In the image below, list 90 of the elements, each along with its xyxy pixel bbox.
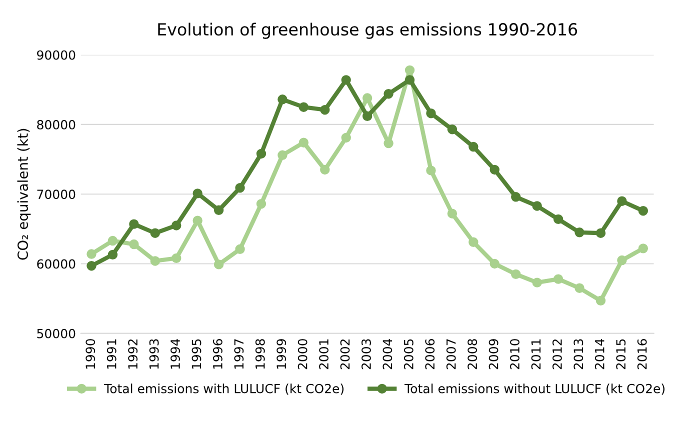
y-tick-label: 70000 (37, 190, 76, 200)
y-tick-label: 90000 (37, 50, 76, 60)
x-tick-label: 1998 (255, 339, 265, 369)
point (638, 244, 648, 254)
point (298, 102, 309, 112)
x-tick-label: 1996 (212, 339, 222, 369)
x-tick-label: 1991 (106, 339, 116, 369)
point (278, 150, 288, 160)
x-tick-label: 1994 (170, 338, 180, 369)
point (574, 283, 584, 293)
point (192, 216, 202, 226)
point (490, 164, 500, 175)
point (511, 269, 521, 280)
point (426, 108, 436, 118)
point (468, 237, 478, 248)
y-tick-label: 50000 (37, 328, 76, 338)
point (256, 199, 266, 209)
x-tick-label: 1990 (86, 339, 96, 369)
point (362, 93, 372, 103)
x-tick-label: 2002 (340, 339, 350, 370)
point (320, 105, 330, 115)
x-tick-label: 2008 (468, 339, 478, 370)
point (86, 249, 96, 259)
point (320, 164, 330, 175)
point (362, 111, 372, 121)
x-tick-label: 1997 (234, 339, 244, 369)
point (86, 260, 96, 271)
x-tick-label: 2011 (531, 339, 541, 370)
point (384, 88, 394, 99)
point (490, 258, 500, 269)
x-tick-label: 2013 (574, 339, 584, 370)
point (553, 214, 564, 224)
x-tick-label: 2010 (510, 339, 520, 370)
x-tick-label: 2007 (446, 339, 456, 370)
point (574, 228, 584, 238)
point (192, 188, 202, 198)
point (108, 250, 118, 260)
point (341, 132, 351, 143)
point (235, 244, 245, 254)
point (596, 228, 606, 238)
point (553, 274, 564, 284)
legend-label: Total emissions without LULUCF (kt CO2e) (404, 384, 664, 395)
point (532, 278, 542, 288)
point (426, 166, 436, 176)
point (511, 192, 521, 202)
point (447, 208, 458, 218)
point (150, 256, 160, 266)
chart-title: Evolution of greenhouse gas emissions 1990-2016 (158, 22, 578, 39)
x-tick-label: 2001 (319, 339, 329, 370)
point (404, 65, 415, 76)
point (214, 205, 224, 215)
point (532, 201, 542, 211)
x-tick-label: 2005 (404, 339, 414, 370)
x-tick-label: 2006 (425, 339, 435, 370)
point (468, 142, 478, 152)
y-axis-title: CO₂ equivalent (kt) (17, 128, 31, 260)
x-tick-label: 2016 (637, 339, 647, 370)
y-tick-label: 80000 (37, 120, 76, 130)
x-tick-label: 1995 (192, 339, 202, 369)
point (596, 296, 606, 306)
point (256, 148, 266, 159)
legend-label: Total emissions with LULUCF (kt CO2e) (104, 384, 344, 395)
point (341, 75, 351, 85)
point (638, 206, 648, 216)
x-tick-label: 1992 (128, 339, 138, 369)
point (278, 94, 288, 104)
point (404, 75, 415, 85)
point (108, 236, 118, 246)
point (447, 124, 458, 134)
point (172, 253, 182, 264)
x-tick-label: 2004 (382, 338, 392, 370)
x-tick-label: 2009 (488, 339, 498, 370)
x-tick-label: 1999 (276, 339, 286, 369)
x-tick-label: 2003 (362, 339, 371, 370)
point (214, 260, 224, 270)
y-tick-label: 60000 (37, 259, 76, 269)
point (298, 138, 309, 148)
x-tick-label: 2012 (552, 339, 562, 370)
point (235, 182, 245, 193)
point (129, 239, 139, 250)
point (617, 255, 627, 266)
x-tick-label: 1993 (149, 339, 159, 369)
point (129, 219, 139, 229)
x-tick-label: 2015 (616, 339, 626, 370)
point (384, 138, 394, 148)
x-tick-label: 2014 (594, 338, 604, 370)
x-tick-label: 2000 (298, 339, 308, 370)
point (617, 196, 627, 206)
point (150, 228, 160, 238)
point (172, 220, 182, 230)
